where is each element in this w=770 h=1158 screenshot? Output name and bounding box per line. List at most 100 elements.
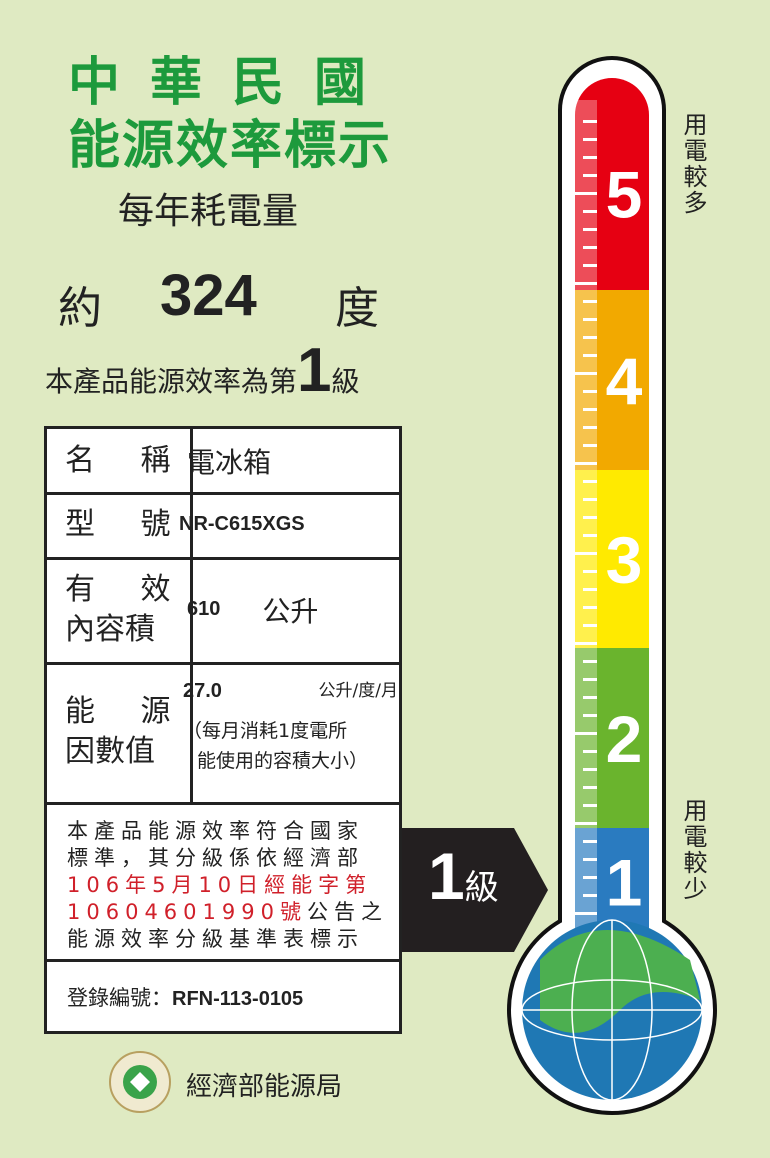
level-1-segment	[575, 828, 649, 935]
annual-consumption-label: 每年耗電量	[118, 191, 299, 232]
row-name: 名 稱 電冰箱	[47, 429, 399, 495]
pointer-grade: 1級	[428, 838, 499, 914]
agency-name: 經濟部能源局	[186, 1072, 343, 1102]
scale-tick	[583, 156, 597, 159]
value-model: NR-C615XGS	[179, 513, 305, 535]
scale-tick	[583, 624, 597, 627]
level-3-number: 3	[606, 523, 643, 597]
factor-note-2: 能使用的容積大小）	[197, 750, 369, 772]
scale-tick	[583, 714, 597, 717]
scale-tick	[583, 336, 597, 339]
factor-note-1: （每月消耗1度電所	[183, 720, 348, 742]
scale-tick	[583, 516, 597, 519]
grade-pointer-arrow	[402, 828, 548, 952]
label-factor: 能 源因數值	[47, 662, 193, 802]
scale-tick	[583, 498, 597, 501]
scale-tick	[573, 552, 597, 555]
title-country: 中華民國	[68, 53, 397, 113]
row-factor: 能 源因數值 27.0 公升/度/月 （每月消耗1度電所 能使用的容積大小）	[47, 662, 399, 805]
scale-tick	[573, 912, 597, 915]
grade-suffix: 級	[331, 365, 360, 398]
scale-tick	[583, 354, 597, 357]
notice-line-5: 能源效率分級基準表標示	[67, 927, 364, 951]
value-name: 電冰箱	[187, 445, 272, 479]
scale-tick	[573, 642, 597, 645]
level-2-number: 2	[606, 702, 643, 776]
label-volume-2: 內容積	[65, 611, 155, 647]
label-volume: 有 效內容積	[47, 557, 193, 662]
factor-unit: 公升/度/月	[318, 681, 398, 701]
scale-tick	[573, 282, 597, 285]
scale-tick	[573, 732, 597, 735]
notice-block: 本產品能源效率符合國家 標準，其分級係依經濟部 106年5月10日經能字第 10…	[47, 802, 399, 962]
approx-prefix: 約	[58, 283, 102, 334]
notice-line-4-red: 10604601990號	[67, 900, 307, 924]
grade-statement: 本產品能源效率為第1級	[45, 335, 360, 406]
level-1-number: 1	[606, 846, 643, 920]
level-5-segment	[575, 78, 649, 290]
level-4-number: 4	[606, 344, 643, 418]
scale-tick	[583, 678, 597, 681]
scale-tick	[583, 210, 597, 213]
scale-tick	[583, 444, 597, 447]
scale-tick	[583, 606, 597, 609]
scale-tick	[573, 372, 597, 375]
notice-line-2: 標準，其分級係依經濟部	[67, 846, 364, 870]
bureau-of-energy-logo	[109, 1051, 171, 1113]
product-info-table: 名 稱 電冰箱 型 號 NR-C615XGS 有 效內容積 610 公升 能 源因…	[44, 426, 402, 1034]
scale-tick	[573, 192, 597, 195]
scale-tick	[583, 894, 597, 897]
scale-tick	[583, 786, 597, 789]
scale-tick	[583, 300, 597, 303]
notice-line-3: 106年5月10日經能字第	[67, 873, 373, 897]
tube-highlight	[575, 100, 597, 928]
label-model-text: 型 號	[65, 506, 189, 542]
scale-tick	[583, 768, 597, 771]
notice-line-1: 本產品能源效率符合國家	[67, 819, 364, 843]
scale-tick	[583, 750, 597, 753]
scale-tick	[583, 120, 597, 123]
label-volume-1: 有 效	[65, 571, 189, 607]
scale-tick	[573, 822, 597, 825]
scale-tick	[583, 696, 597, 699]
scale-tick	[583, 804, 597, 807]
pointer-grade-suffix: 級	[464, 868, 499, 908]
scale-tick	[583, 264, 597, 267]
label-factor-1: 能 源	[65, 694, 189, 729]
scale-tick	[583, 138, 597, 141]
label-name: 名 稱	[47, 429, 193, 492]
registration-label: 登錄編號：	[67, 986, 172, 1010]
factor-number: 27.0	[183, 680, 222, 702]
label-factor-2: 因數值	[65, 734, 155, 769]
value-factor: 27.0 公升/度/月 （每月消耗1度電所 能使用的容積大小）	[183, 676, 398, 776]
scale-tick	[583, 588, 597, 591]
scale-tick	[583, 426, 597, 429]
value-volume: 610 公升	[187, 557, 318, 662]
scale-tick	[583, 840, 597, 843]
scale-tick	[583, 318, 597, 321]
title-label: 能源效率標示	[68, 116, 393, 176]
consumption-unit: 度	[335, 283, 379, 334]
consumption-value: 324	[160, 263, 257, 328]
scale-tick	[583, 858, 597, 861]
scale-tick	[583, 246, 597, 249]
less-power-label: 用電較少	[679, 798, 707, 902]
registration-number: RFN-113-0105	[172, 988, 304, 1010]
scale-tick	[583, 408, 597, 411]
pointer-grade-number: 1	[428, 839, 465, 913]
grade-text: 本產品能源效率為第	[45, 365, 298, 398]
scale-tick	[583, 660, 597, 663]
label-model: 型 號	[47, 492, 193, 557]
row-volume: 有 效內容積 610 公升	[47, 557, 399, 665]
volume-number: 610	[187, 598, 221, 620]
scale-tick	[583, 228, 597, 231]
scale-tick	[583, 534, 597, 537]
label-name-text: 名 稱	[65, 442, 189, 478]
scale-tick	[583, 390, 597, 393]
volume-unit: 公升	[262, 594, 319, 628]
level-5-number: 5	[606, 158, 643, 232]
notice-line-4-rest: 公告之	[306, 900, 388, 924]
registration: 登錄編號：RFN-113-0105	[67, 982, 303, 1012]
